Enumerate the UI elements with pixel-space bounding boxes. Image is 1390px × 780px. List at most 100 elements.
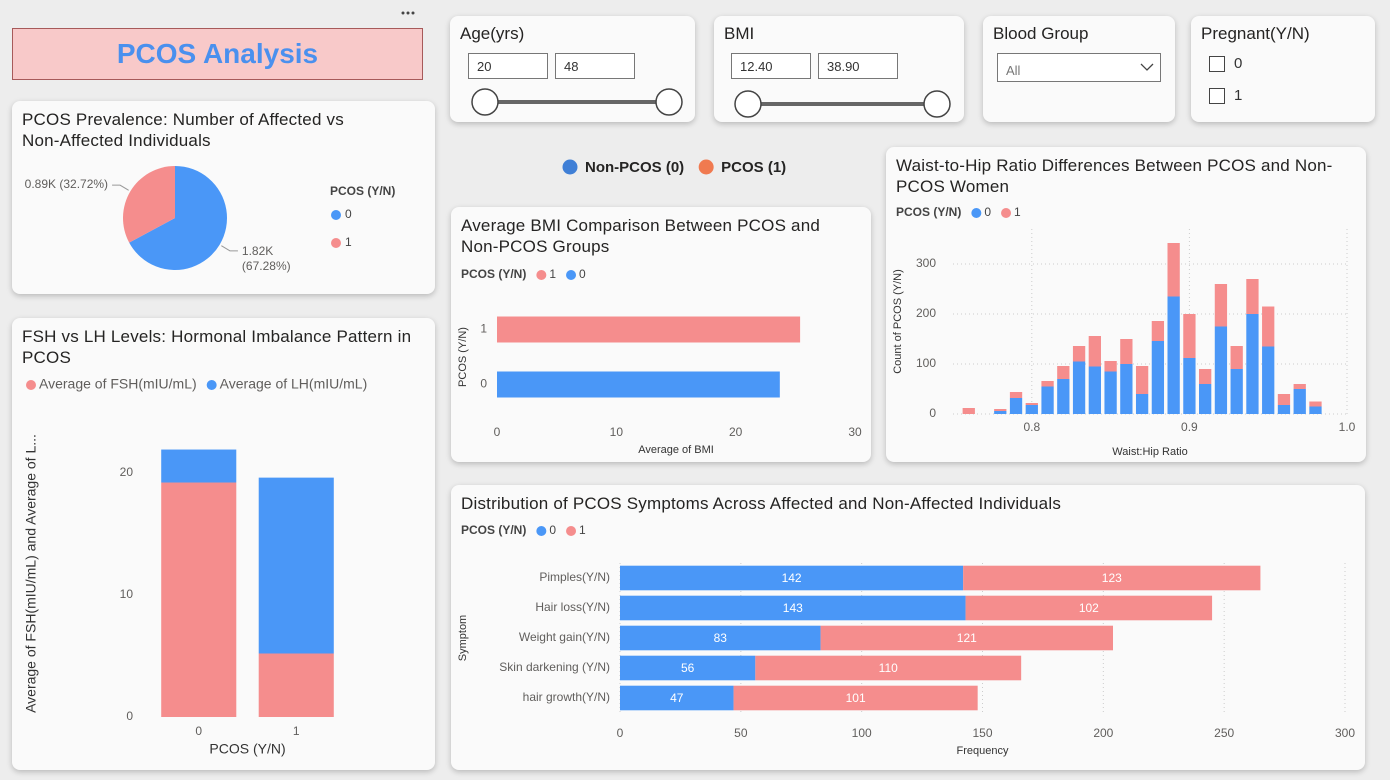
min-input[interactable]: 20 (468, 53, 548, 79)
bar (258, 477, 334, 654)
bar (161, 449, 237, 483)
x-tick-label: 150 (972, 726, 992, 740)
page-legend: Non-PCOS (0) PCOS (1) (562, 159, 786, 176)
legend-swatch (206, 380, 217, 390)
legend-swatch (566, 526, 577, 536)
slicer-label: BMI (724, 24, 755, 43)
x-tick-label: 0.9 (1181, 420, 1198, 434)
legend-swatch (26, 380, 36, 390)
checkbox[interactable] (1209, 88, 1225, 104)
bar (1104, 371, 1117, 414)
bar (1088, 366, 1101, 414)
bar (620, 625, 821, 651)
chart: 0 10 20 0 1 Average of FSH(mIU/mL) Average of … (23, 376, 368, 757)
legend-label: 1 (549, 267, 556, 281)
x-axis-label: PCOS (Y/N) (209, 741, 285, 757)
x-tick-label: 100 (852, 726, 872, 740)
bar (1183, 358, 1196, 414)
bar (820, 625, 1113, 651)
data-label: 56 (681, 661, 695, 675)
legend-label: 1 (579, 523, 586, 537)
chart-title: Distribution of PCOS Symptoms Across Aff… (461, 494, 1062, 513)
x-axis-label: Average of BMI (638, 444, 714, 456)
data-label: 110 (879, 661, 898, 675)
more-options[interactable] (394, 4, 422, 22)
max-input[interactable]: 48 (555, 53, 635, 79)
option-label: 1 (1234, 87, 1243, 104)
bar (258, 653, 334, 717)
bar (1104, 361, 1117, 372)
bmi-slicer: BMI 12.40 38.90 (714, 16, 964, 122)
pie-slice (129, 166, 227, 270)
y-tick-label: Weight gain(Y/N) (519, 630, 610, 644)
x-tick-label: 50 (734, 726, 748, 740)
y-tick-label: Skin darkening (Y/N) (499, 660, 610, 674)
bar (1151, 321, 1165, 341)
bar (620, 655, 756, 681)
bar (1214, 326, 1228, 414)
y-tick-label: Hair loss(Y/N) (535, 600, 610, 614)
data-label: 47 (670, 691, 684, 705)
legend-title: PCOS (Y/N) (461, 267, 526, 281)
x-tick-label: 200 (1093, 726, 1113, 740)
y-axis-label: Symptom (457, 615, 469, 661)
data-label: 143 (783, 601, 803, 615)
bar (1025, 403, 1038, 405)
y-tick-label: 0 (929, 406, 936, 420)
bar (1309, 401, 1322, 407)
bar (161, 482, 237, 717)
option-label: 0 (1234, 55, 1243, 72)
bar (1230, 346, 1243, 369)
leader-line (112, 184, 129, 191)
x-tick-label: 30 (848, 425, 862, 439)
legend-swatch (566, 270, 577, 280)
max-input[interactable]: 38.90 (818, 53, 898, 79)
age-slicer: Age(yrs) 20 48 (450, 16, 695, 122)
data-label: 101 (846, 691, 866, 705)
x-axis-label: Frequency (957, 745, 1009, 757)
chart-panel: Distribution of PCOS Symptoms Across Aff… (451, 485, 1365, 770)
range-slider[interactable] (450, 16, 695, 122)
legend-label: Average of LH(mIU/mL) (220, 376, 368, 392)
x-tick-label: 300 (1335, 726, 1355, 740)
y-tick-label: 0 (480, 377, 487, 391)
x-tick-label: 0 (195, 724, 202, 738)
bar (1120, 364, 1133, 414)
data-label: 0.89K (32.72%) (24, 177, 109, 192)
chart-panel: Average BMI Comparison Between PCOS and … (451, 207, 871, 462)
bar (1293, 384, 1306, 389)
x-tick-label: 250 (1214, 726, 1234, 740)
slicer-label: Age(yrs) (460, 24, 525, 43)
min-input[interactable]: 12.40 (731, 53, 811, 79)
legend-label: 1 (1014, 205, 1021, 219)
bar (620, 595, 966, 621)
y-axis-label: PCOS (Y/N) (457, 327, 469, 387)
bar (1009, 398, 1023, 414)
chart-title: FSH vs LH Levels: Hormonal Imbalance Pat… (22, 327, 412, 367)
y-tick-label: 1 (480, 322, 487, 336)
bar (1309, 406, 1322, 414)
bar (1135, 366, 1149, 394)
bar (1230, 369, 1243, 414)
x-tick-label: 20 (729, 425, 743, 439)
bar (1057, 366, 1070, 379)
checkbox[interactable] (1209, 56, 1225, 72)
dropdown[interactable]: All (997, 53, 1161, 82)
bar (1277, 394, 1291, 405)
bar (1262, 346, 1275, 414)
legend-title: PCOS (Y/N) (896, 205, 961, 219)
range-slider[interactable] (714, 16, 964, 122)
y-tick-label: 10 (120, 587, 134, 601)
bar (1072, 346, 1086, 362)
x-axis-label: Waist:Hip Ratio (1112, 446, 1187, 458)
bar (963, 565, 1261, 591)
legend-label: 0 (345, 207, 352, 221)
bar (1041, 386, 1054, 414)
y-tick-label: 20 (120, 465, 134, 479)
legend-label: Average of FSH(mIU/mL) (39, 376, 197, 392)
data-label: 1.82K (67.28%) (241, 243, 291, 273)
report-title: PCOS Analysis (12, 28, 423, 80)
legend-label: PCOS (1) (721, 159, 786, 176)
